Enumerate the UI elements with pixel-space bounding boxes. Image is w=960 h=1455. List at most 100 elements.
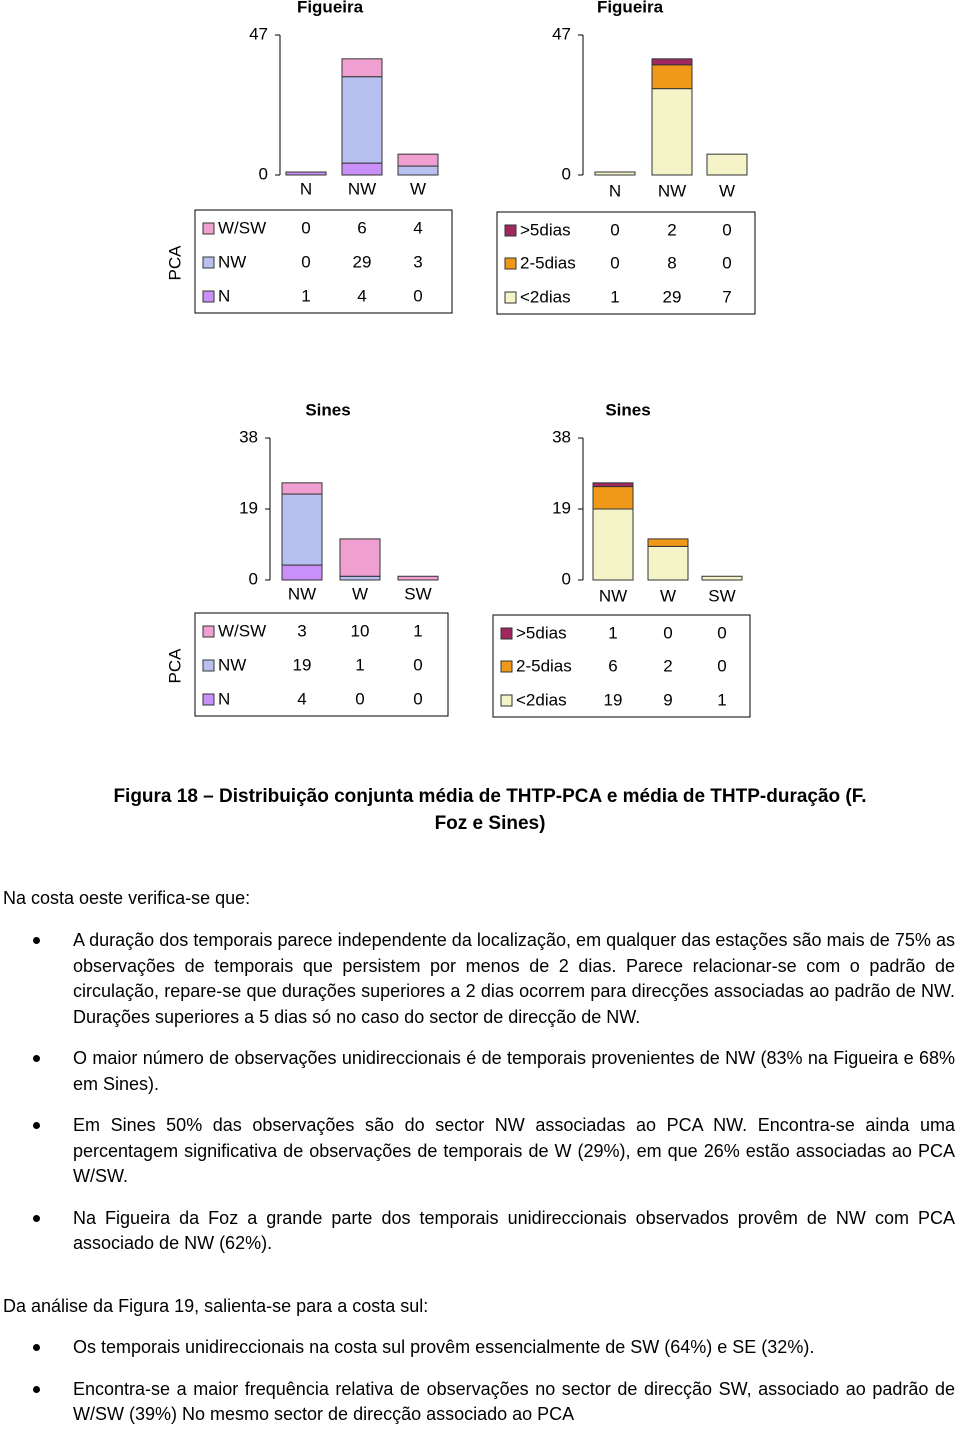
y-tick-label: 47 bbox=[552, 24, 571, 43]
bar-segment bbox=[594, 171, 636, 176]
table-value: 7 bbox=[722, 287, 731, 306]
bar-segment bbox=[706, 153, 748, 176]
legend-swatch bbox=[500, 660, 513, 673]
table-value: 10 bbox=[351, 621, 370, 640]
y-tick-label: 0 bbox=[249, 569, 258, 588]
table-value: 0 bbox=[413, 655, 422, 674]
category-label: SW bbox=[404, 584, 431, 603]
table-value: 0 bbox=[610, 253, 619, 272]
bar-segment bbox=[397, 575, 439, 581]
table-value: 19 bbox=[293, 655, 312, 674]
table-border bbox=[194, 612, 449, 717]
legend-label: N bbox=[218, 286, 230, 305]
bullet: Em Sines 50% das observações são do sect… bbox=[0, 1113, 955, 1190]
table-value: 0 bbox=[413, 689, 422, 708]
bar-segment bbox=[339, 538, 381, 577]
legend-label: >5dias bbox=[520, 220, 571, 239]
bar-segment bbox=[341, 162, 383, 176]
bar-segment bbox=[285, 171, 327, 176]
legend-label: NW bbox=[218, 252, 246, 271]
table-value: 0 bbox=[355, 689, 364, 708]
category-label: W bbox=[352, 584, 368, 603]
table-value: 6 bbox=[608, 656, 617, 675]
table-value: 1 bbox=[717, 690, 726, 709]
category-label: N bbox=[300, 179, 312, 198]
legend-label: <2dias bbox=[516, 690, 567, 709]
bar-segment bbox=[397, 153, 439, 167]
category-label: W bbox=[719, 181, 735, 200]
y-tick-label: 38 bbox=[239, 427, 258, 446]
legend-swatch bbox=[202, 256, 215, 269]
table-value: 1 bbox=[608, 623, 617, 642]
bullet-list: A duração dos temporais parece independe… bbox=[0, 928, 955, 1273]
bullet: O maior número de observações unidirecci… bbox=[0, 1046, 955, 1097]
bar-segment bbox=[341, 58, 383, 78]
table-value: 0 bbox=[413, 286, 422, 305]
table-border bbox=[496, 211, 756, 315]
legend-label: W/SW bbox=[218, 621, 266, 640]
table-value: 4 bbox=[357, 286, 366, 305]
table-value: 0 bbox=[610, 220, 619, 239]
table-value: 2 bbox=[667, 220, 676, 239]
category-label: W bbox=[660, 586, 676, 605]
legend-label: 2-5dias bbox=[520, 253, 576, 272]
bar-segment bbox=[281, 564, 323, 581]
bar-segment bbox=[592, 486, 634, 510]
y-tick-label: 0 bbox=[562, 569, 571, 588]
table-value: 0 bbox=[717, 623, 726, 642]
table-value: 4 bbox=[413, 218, 422, 237]
bar-segment bbox=[651, 64, 693, 90]
y-tick-label: 19 bbox=[552, 498, 571, 517]
bar-segment bbox=[281, 493, 323, 566]
bullet: Os temporais unidireccionais na costa su… bbox=[0, 1335, 955, 1361]
legend-swatch bbox=[202, 625, 215, 638]
figure-caption: Figura 18 – Distribuição conjunta média … bbox=[113, 786, 867, 834]
legend-swatch bbox=[500, 627, 513, 640]
table-value: 0 bbox=[301, 252, 310, 271]
category-label: SW bbox=[708, 586, 735, 605]
bar-segment bbox=[341, 76, 383, 164]
table-value: 3 bbox=[297, 621, 306, 640]
table-label: PCA bbox=[165, 245, 184, 281]
legend-swatch bbox=[500, 694, 513, 707]
legend-label: N bbox=[218, 689, 230, 708]
bar-segment bbox=[647, 538, 689, 547]
paragraph: Da análise da Figura 19, salienta-se par… bbox=[3, 1296, 429, 1316]
bar-segment bbox=[651, 58, 693, 66]
legend-swatch bbox=[202, 222, 215, 235]
category-label: NW bbox=[599, 586, 627, 605]
legend-swatch bbox=[504, 224, 517, 237]
table-value: 0 bbox=[722, 220, 731, 239]
legend-swatch bbox=[202, 290, 215, 303]
bar-segment bbox=[339, 575, 381, 581]
bar-segment bbox=[281, 482, 323, 495]
table-value: 0 bbox=[301, 218, 310, 237]
chart-title: Sines bbox=[605, 400, 650, 419]
legend-swatch bbox=[202, 659, 215, 672]
chart-title: Sines bbox=[305, 400, 350, 419]
y-tick-label: 47 bbox=[249, 24, 268, 43]
y-tick-label: 0 bbox=[562, 164, 571, 183]
chart-title: Figueira bbox=[597, 0, 664, 16]
y-tick-label: 0 bbox=[259, 164, 268, 183]
paragraph: Na costa oeste verifica-se que: bbox=[3, 888, 251, 908]
table-value: 0 bbox=[717, 656, 726, 675]
bar-segment bbox=[592, 482, 634, 488]
legend-swatch bbox=[202, 693, 215, 706]
legend-label: >5dias bbox=[516, 623, 567, 642]
category-label: NW bbox=[348, 179, 376, 198]
y-tick-label: 19 bbox=[239, 498, 258, 517]
legend-swatch bbox=[504, 291, 517, 304]
table-value: 4 bbox=[297, 689, 306, 708]
bar-segment bbox=[397, 165, 439, 176]
legend-label: W/SW bbox=[218, 218, 266, 237]
legend-label: NW bbox=[218, 655, 246, 674]
table-value: 29 bbox=[663, 287, 682, 306]
table-value: 1 bbox=[355, 655, 364, 674]
category-label: N bbox=[609, 181, 621, 200]
table-value: 1 bbox=[413, 621, 422, 640]
bullet-list: Os temporais unidireccionais na costa su… bbox=[0, 1335, 955, 1444]
table-value: 29 bbox=[353, 252, 372, 271]
